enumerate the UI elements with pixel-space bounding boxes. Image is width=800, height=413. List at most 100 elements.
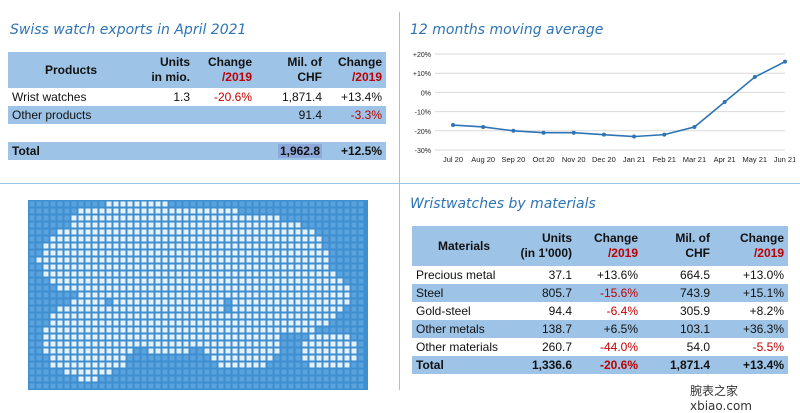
table-row: Other metals 138.7 +6.5% 103.1 +36.3% <box>412 320 788 338</box>
moving-average-chart: +20% +10% 0% -10% -20% -30% Jul 20 Aug 20 Sep 20… <box>413 52 795 164</box>
header-change2-l2: /2019 <box>351 70 382 84</box>
data-point <box>752 75 757 80</box>
total-chf: 1,871.4 <box>642 356 714 374</box>
row-units: 805.7 <box>516 284 576 302</box>
row-chf: 305.9 <box>679 304 710 318</box>
data-point <box>632 134 637 139</box>
table-row: Gold-steel 94.4 -6.4% 305.9 +8.2% <box>412 302 788 320</box>
row-change: +13.6% <box>596 268 638 282</box>
row-chf: 91.4 <box>256 106 326 124</box>
total-label: Total <box>8 142 134 160</box>
horizontal-divider <box>0 183 800 184</box>
row-change2: -5.5% <box>752 340 784 354</box>
row-change: -15.6% <box>576 284 642 302</box>
header-chf-l2: CHF <box>685 246 710 260</box>
table-row: Steel 805.7 -15.6% 743.9 +15.1% <box>412 284 788 302</box>
exports-table: Products Units in mio. Change/2019 Mil. o… <box>8 52 386 160</box>
table-row: Precious metal 37.1 +13.6% 664.5 +13.0% <box>412 266 788 284</box>
row-units: 260.7 <box>541 340 572 354</box>
x-tick-label: Feb 21 <box>653 155 676 164</box>
header-units-l2: in mio. <box>151 70 190 84</box>
header-change-l2: /2019 <box>607 246 638 260</box>
y-tick-label: -10% <box>415 110 431 117</box>
watermark-text: 腕表之家 xbiao.com <box>690 384 752 413</box>
header-chf-l1: Mil. of <box>287 55 322 69</box>
map-land-dots <box>29 201 364 389</box>
header-chf-l2: CHF <box>297 70 322 84</box>
row-chf: 1,871.4 <box>281 90 322 104</box>
row-change <box>194 106 256 124</box>
row-change2: +13.4% <box>340 90 382 104</box>
row-change: -44.0% <box>599 340 638 354</box>
data-point <box>662 132 667 137</box>
x-tick-label: Jul 20 <box>443 155 463 164</box>
table-row: Wrist watches 1.3 -20.6% 1,871.4 +13.4% <box>8 88 386 106</box>
materials-title: Wristwatches by materials <box>410 196 596 212</box>
header-change-l2: /2019 <box>221 70 252 84</box>
header-change-l1: Change <box>207 55 252 69</box>
exports-title: Swiss watch exports in April 2021 <box>10 22 247 38</box>
row-units: 94.4 <box>548 304 572 318</box>
series-line <box>452 60 786 138</box>
data-point <box>451 123 455 128</box>
data-point <box>481 124 486 129</box>
vertical-divider <box>399 12 400 390</box>
world-map-image <box>28 200 368 390</box>
row-label: Wrist watches <box>12 90 87 104</box>
row-change2: -3.3% <box>326 106 386 124</box>
row-change2: +36.3% <box>714 320 788 338</box>
header-units-l2: (in 1'000) <box>520 246 572 260</box>
data-point <box>722 100 727 104</box>
materials-header-row: Materials Units (in 1'000) Change/2019 Mi… <box>412 226 788 266</box>
row-change: +6.5% <box>576 320 642 338</box>
y-tick-label: -30% <box>415 148 431 155</box>
data-point <box>571 130 576 135</box>
y-tick-label: -20% <box>415 129 431 136</box>
row-units <box>134 106 194 124</box>
row-change: -20.6% <box>213 90 252 104</box>
x-tick-label: Aug 20 <box>471 155 495 164</box>
row-chf: 664.5 <box>679 268 710 282</box>
row-change: -6.4% <box>606 304 638 318</box>
data-point <box>511 128 516 133</box>
x-tick-label: Sep 20 <box>501 155 525 164</box>
y-tick-label: 0% <box>421 90 431 97</box>
y-tick-label: +20% <box>413 52 431 59</box>
row-label: Precious metal <box>416 268 496 282</box>
total-change2: +12.5% <box>326 142 386 160</box>
header-products: Products <box>8 52 134 88</box>
row-chf: 743.9 <box>642 284 714 302</box>
x-tick-label: Mar 21 <box>683 155 706 164</box>
row-units: 1.3 <box>173 90 190 104</box>
row-label: Steel <box>412 284 516 302</box>
header-change2-l1: Change <box>337 55 382 69</box>
total-chf: 1,962.8 <box>277 144 322 158</box>
header-change2-l2: /2019 <box>753 246 784 260</box>
table-row: Other products 91.4 -3.3% <box>8 106 386 124</box>
header-materials: Materials <box>412 226 516 266</box>
total-row: Total 1,962.8 +12.5% <box>8 142 386 160</box>
header-units-l1: Units <box>160 55 190 69</box>
total-label: Total <box>412 356 516 374</box>
total-change: -20.6% <box>576 356 642 374</box>
x-tick-label: Nov 20 <box>562 155 586 164</box>
x-tick-label: Apr 21 <box>714 155 736 164</box>
data-point <box>783 59 787 64</box>
data-point <box>541 130 546 135</box>
chart-title: 12 months moving average <box>410 22 604 38</box>
row-units: 37.1 <box>548 268 572 282</box>
row-label: Other metals <box>412 320 516 338</box>
row-label: Gold-steel <box>416 304 471 318</box>
y-tick-label: +10% <box>413 71 431 78</box>
x-tick-label: Jan 21 <box>623 155 646 164</box>
x-tick-label: Dec 20 <box>592 155 616 164</box>
row-label: Other products <box>8 106 134 124</box>
header-chf-l1: Mil. of <box>675 231 710 245</box>
header-units-l1: Units <box>542 231 572 245</box>
data-point <box>601 132 606 137</box>
header-change-l1: Change <box>593 231 638 245</box>
row-change2: +13.0% <box>742 268 784 282</box>
header-change2-l1: Change <box>739 231 784 245</box>
row-chf: 103.1 <box>642 320 714 338</box>
row-change2: +15.1% <box>714 284 788 302</box>
